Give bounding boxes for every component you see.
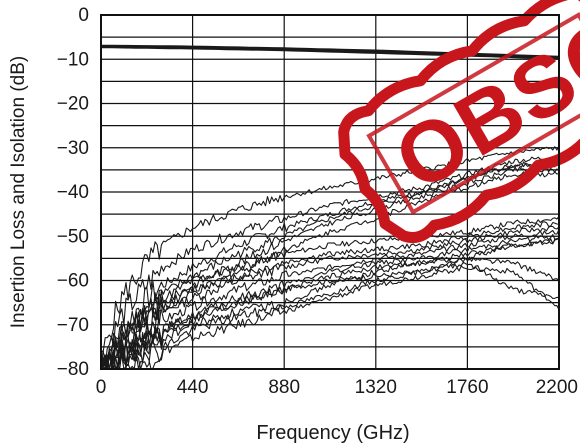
- plot-frame: [100, 14, 560, 370]
- y-tick-label: −10: [57, 49, 89, 70]
- y-tick-label: −50: [57, 226, 89, 247]
- y-tick-label: −20: [57, 94, 89, 115]
- isolation-line: [101, 225, 559, 369]
- y-tick-label: −80: [57, 359, 89, 380]
- isolation-line: [101, 221, 559, 369]
- x-tick-label: 440: [177, 377, 209, 398]
- y-tick-label: 0: [78, 5, 89, 26]
- isolation-line: [101, 155, 559, 368]
- y-tick-label: −60: [57, 271, 89, 292]
- isolation-line: [101, 229, 559, 369]
- isolation-line: [101, 265, 559, 369]
- y-tick-label: −70: [57, 315, 89, 336]
- isolation-line: [101, 171, 559, 369]
- insertion-loss-line: [101, 45, 559, 60]
- x-tick-label: 880: [268, 377, 300, 398]
- y-tick-label: −30: [57, 138, 89, 159]
- isolation-line: [101, 237, 559, 369]
- x-tick-label: 2200: [536, 377, 578, 398]
- isolation-line: [101, 261, 559, 369]
- x-tick-label: 1760: [446, 377, 488, 398]
- x-tick-label: 1320: [355, 377, 397, 398]
- isolation-line: [101, 162, 559, 368]
- x-axis-label: Frequency (GHz): [256, 422, 409, 444]
- isolation-line: [101, 215, 559, 369]
- y-tick-labels: 0 −10 −20 −30 −40 −50 −60 −70 −80: [57, 5, 89, 380]
- y-axis-label: Insertion Loss and Isolation (dB): [8, 56, 29, 329]
- y-tick-label: −40: [57, 182, 89, 203]
- x-tick-label: 0: [96, 377, 107, 398]
- isolation-line: [101, 145, 559, 353]
- isolation-line: [101, 255, 559, 369]
- isolation-line: [101, 234, 559, 369]
- stamp-text: OBSOLETE: [380, 0, 580, 209]
- x-tick-labels: 0 440 880 1320 1760 2200: [96, 377, 578, 398]
- series-layer: [101, 44, 559, 369]
- isolation-line: [101, 166, 559, 369]
